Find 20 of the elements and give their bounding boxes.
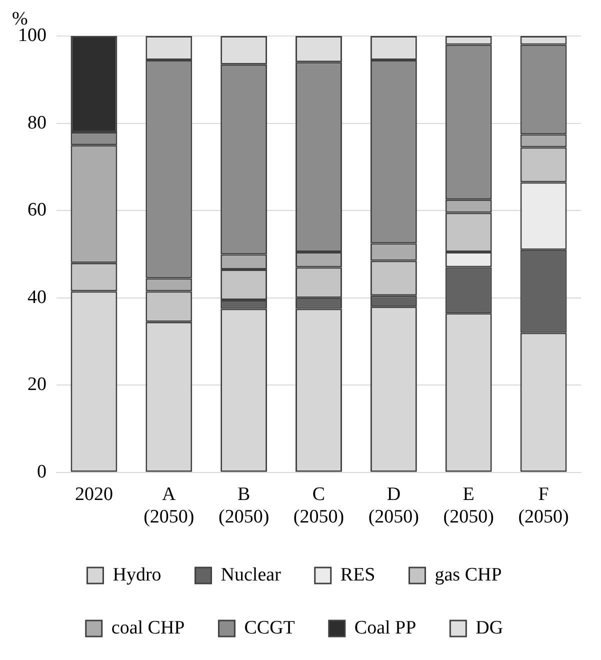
- x-tick-label: B (2050): [218, 484, 270, 528]
- legend-label: coal CHP: [111, 617, 185, 638]
- legend-label: CCGT: [244, 617, 296, 638]
- x-tick-label: D (2050): [368, 484, 420, 528]
- x-tick-label: F (2050): [518, 484, 569, 528]
- y-tick-label: 40: [28, 286, 46, 308]
- legend-label: Nuclear: [220, 564, 282, 586]
- y-tick-label: 0: [37, 461, 46, 482]
- legend-label: Hydro: [112, 564, 162, 586]
- legend-label: gas CHP: [434, 564, 502, 586]
- y-tick-label: 80: [28, 112, 46, 134]
- y-tick-label: 60: [28, 200, 46, 221]
- legend-label: RES: [340, 564, 376, 586]
- x-tick-label: C (2050): [293, 484, 344, 528]
- y-tick-label: 20: [28, 374, 46, 396]
- legend-label: DG: [476, 617, 504, 638]
- legend-label: Coal PP: [354, 617, 416, 638]
- x-tick-label: E (2050): [443, 484, 494, 528]
- x-tick-label: 2020: [74, 484, 113, 505]
- x-tick-label: A (2050): [144, 484, 194, 528]
